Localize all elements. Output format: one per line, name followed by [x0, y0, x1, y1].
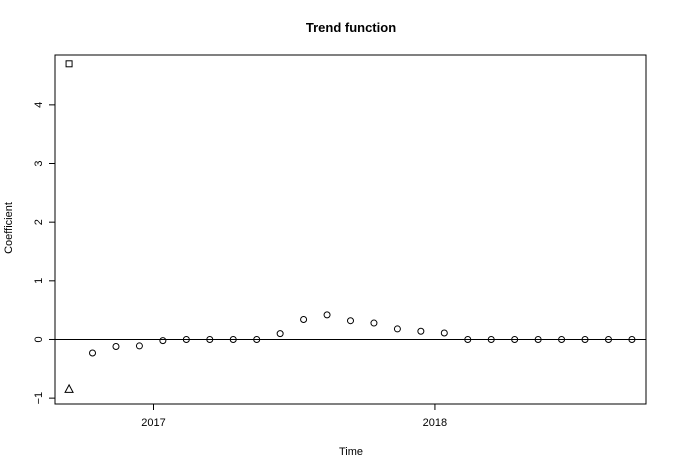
triangle-point — [64, 383, 74, 393]
square-point — [65, 60, 73, 68]
x-axis: 2017 2018 — [141, 404, 447, 429]
x-tick-label: 2017 — [141, 417, 165, 429]
circle-point — [276, 330, 284, 338]
circle-point — [229, 335, 237, 343]
circle-point — [534, 335, 542, 343]
circle-point — [323, 311, 331, 319]
y-axis-label: Coefficient — [3, 202, 15, 254]
y-tick-label: 2 — [33, 219, 45, 225]
y-tick-label: 1 — [33, 278, 45, 284]
circle-point — [135, 342, 143, 350]
circle-point — [112, 343, 120, 351]
circle-point — [300, 316, 308, 324]
y-tick-label: 3 — [33, 160, 45, 166]
circle-point — [347, 317, 354, 325]
circle-point — [253, 335, 261, 343]
circle-point — [558, 335, 566, 343]
circle-point — [581, 335, 589, 343]
x-tick-label: 2018 — [423, 417, 447, 429]
circle-point — [370, 319, 378, 327]
chart-title: Trend function — [306, 20, 396, 35]
y-axis: −1 0 1 2 3 4 — [33, 102, 55, 405]
circle-point — [604, 335, 612, 343]
x-axis-label: Time — [339, 446, 363, 458]
y-tick-label: 0 — [33, 336, 45, 342]
circle-point — [393, 325, 401, 333]
plot-frame — [54, 54, 647, 405]
y-tick-label: 4 — [33, 102, 45, 108]
circle-point — [182, 335, 190, 343]
circle-point — [511, 335, 519, 343]
circle-point — [440, 329, 448, 337]
circle-point — [417, 327, 425, 335]
circle-point — [159, 337, 167, 345]
circle-point — [206, 335, 214, 343]
circle-point — [464, 335, 472, 343]
circle-point — [487, 335, 495, 343]
circle-point — [628, 335, 636, 343]
y-tick-label: −1 — [33, 392, 45, 405]
data-points — [64, 60, 636, 393]
circle-point — [89, 349, 97, 357]
